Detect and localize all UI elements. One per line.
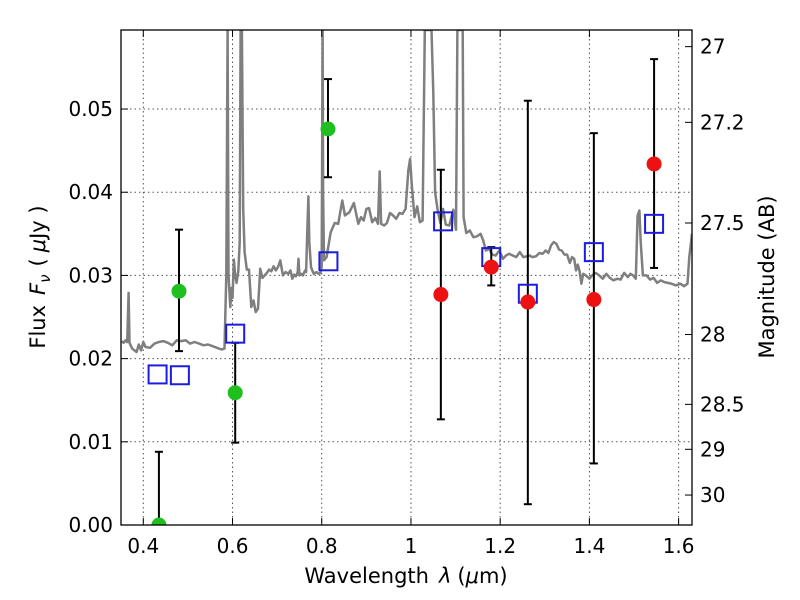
green-data-point	[171, 283, 187, 299]
model-square-marker	[583, 242, 604, 263]
y2-axis-ticks: 27 27.2 27.5 28 28.5 29 30	[685, 35, 745, 507]
y2-tick-label: 30	[700, 483, 725, 507]
x-tick-label: 0.6	[217, 534, 249, 558]
y-tick-label: 0.01	[68, 430, 113, 454]
model-square-marker	[644, 213, 665, 234]
y2-tick-label: 28.5	[700, 392, 745, 416]
model-square-marker	[147, 364, 168, 385]
x-axis-label-unit-rest: m)	[479, 564, 508, 588]
green-data-point	[320, 121, 336, 137]
y-tick-label: 0.00	[68, 513, 113, 537]
x-tick-label: 0.4	[127, 534, 159, 558]
x-tick-label: 1.6	[663, 534, 695, 558]
x-tick-label: 1.2	[484, 534, 516, 558]
green-data-point	[151, 517, 167, 525]
y-axis-label-subscript: ν	[36, 274, 54, 282]
plot-background	[121, 30, 692, 525]
y-axis-label-symbol: F	[26, 282, 50, 295]
red-data-point	[520, 294, 536, 310]
model-square-marker	[225, 323, 246, 344]
plot-frame	[120, 29, 693, 526]
y2-tick-label: 27.5	[700, 211, 745, 235]
y-axis-label-text: Flux	[26, 305, 50, 349]
red-data-point	[483, 259, 499, 275]
y2-tick-label: 27.2	[700, 110, 745, 134]
model-square-marker	[433, 211, 454, 232]
y2-tick-label: 27	[700, 35, 725, 59]
y-axis-label: Flux Fν ( μJy )	[26, 205, 54, 348]
red-data-point	[586, 292, 602, 308]
model-square-marker	[169, 365, 190, 386]
x-axis-label-text: Wavelength	[304, 564, 429, 588]
model-square-marker	[318, 251, 339, 272]
x-axis-ticks: 0.4 0.6 0.8 1 1.2 1.4 1.6	[127, 30, 695, 558]
model-spectrum-line	[121, 30, 692, 354]
y2-tick-label: 28	[700, 322, 725, 346]
x-tick-label: 1.4	[573, 534, 605, 558]
y-axis-label-unit-rest: Jy )	[26, 205, 50, 241]
x-tick-label: 0.8	[306, 534, 338, 558]
x-axis-label-unit-mu: μ	[465, 564, 479, 588]
y-tick-label: 0.02	[68, 347, 113, 371]
red-data-point	[433, 287, 449, 303]
x-axis-label-symbol: λ	[438, 564, 451, 588]
y-axis-ticks: 0.00 0.01 0.02 0.03 0.04 0.05	[68, 97, 128, 537]
green-data-point	[227, 385, 243, 401]
x-tick-label: 1	[405, 534, 418, 558]
y2-tick-label: 29	[700, 437, 725, 461]
y2-axis-label: Magnitude (AB)	[755, 195, 779, 358]
y-tick-label: 0.04	[68, 180, 113, 204]
y-tick-label: 0.05	[68, 97, 113, 121]
y-tick-label: 0.03	[68, 263, 113, 287]
observed-photometry-points	[151, 121, 662, 525]
y-axis-label-unit-open: (	[26, 258, 50, 266]
y-axis-label-unit-mu: μ	[26, 239, 50, 253]
x-axis-label: Wavelength λ (μm)	[304, 564, 507, 588]
red-data-point	[646, 156, 662, 172]
x-axis-label-unit-open: (	[457, 564, 465, 588]
